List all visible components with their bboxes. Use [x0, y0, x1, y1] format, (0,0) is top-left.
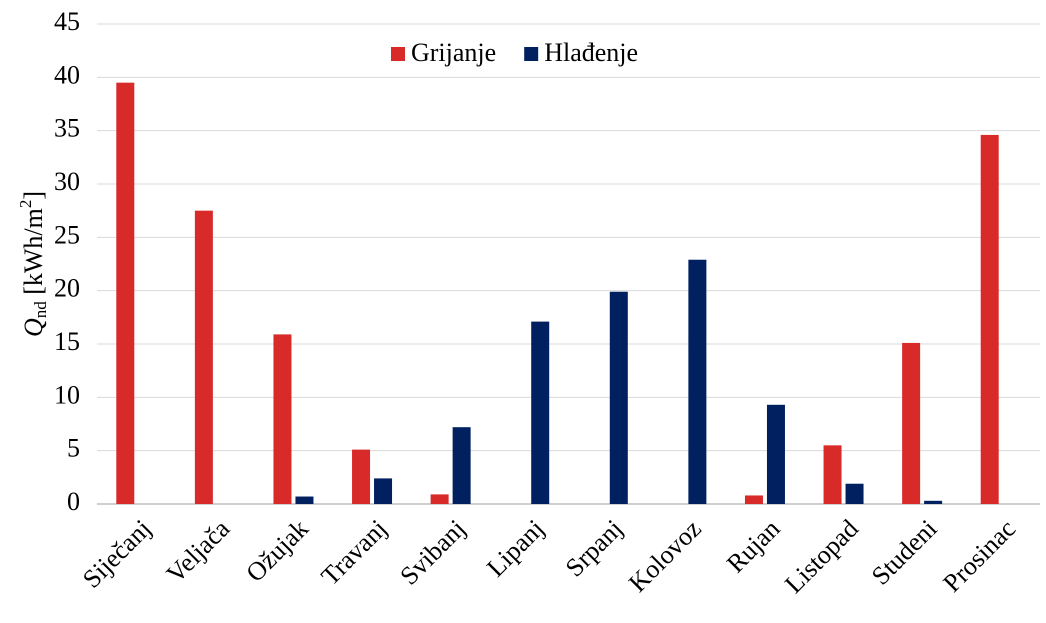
bar: [924, 500, 943, 504]
x-tick-label: Kolovoz: [623, 514, 707, 598]
legend-label: Grijanje: [411, 38, 496, 67]
x-tick-label: Siječanj: [77, 514, 157, 594]
bar: [766, 404, 785, 504]
y-tick-label: 25: [54, 220, 80, 249]
y-tick-label: 10: [54, 380, 80, 409]
y-tick-label: 30: [54, 167, 80, 196]
y-label-close: ]: [19, 191, 48, 200]
bar: [744, 495, 763, 504]
bar: [688, 259, 707, 504]
bar: [902, 342, 921, 504]
bar: [823, 445, 842, 504]
x-tick-label: Veljača: [161, 514, 236, 589]
bar: [452, 427, 471, 504]
legend-swatch: [524, 47, 539, 61]
x-tick-label: Rujan: [721, 514, 785, 578]
bar: [531, 321, 550, 504]
x-tick-label: Ožujak: [240, 514, 314, 588]
y-label-unit: [kWh/m: [19, 208, 48, 301]
legend-swatch: [391, 47, 405, 61]
bar: [845, 483, 864, 504]
bar: [430, 494, 449, 504]
y-label-subscript: nd: [31, 301, 50, 319]
x-tick-label: Travanj: [315, 514, 392, 591]
bar: [609, 291, 628, 504]
x-tick-label: Listopad: [779, 514, 864, 599]
bar: [374, 478, 393, 504]
y-tick-label: 5: [67, 434, 80, 463]
x-tick-label: Prosinac: [937, 514, 1021, 598]
y-tick-label: 35: [54, 114, 80, 143]
legend-label: Hlađenje: [544, 38, 638, 67]
x-tick-label: Studeni: [866, 514, 943, 591]
y-tick-label: 20: [54, 274, 80, 303]
y-tick-label: 45: [54, 7, 80, 36]
y-tick-label: 0: [67, 487, 80, 516]
y-tick-label: 15: [54, 327, 80, 356]
bar: [295, 496, 314, 504]
bar: [352, 449, 371, 504]
y-tick-label: 40: [54, 60, 80, 89]
bar: [273, 334, 292, 504]
y-axis-label: Qnd [kWh/m2]: [16, 191, 50, 337]
x-tick-label: Lipanj: [481, 514, 550, 583]
x-tick-label: Svibanj: [394, 514, 471, 591]
bar: [980, 134, 999, 504]
bar: [116, 82, 135, 505]
x-tick-label: Srpanj: [560, 514, 629, 583]
y-label-symbol: Q: [19, 318, 48, 337]
y-label-superscript: 2: [16, 200, 35, 209]
bar: [194, 210, 213, 504]
